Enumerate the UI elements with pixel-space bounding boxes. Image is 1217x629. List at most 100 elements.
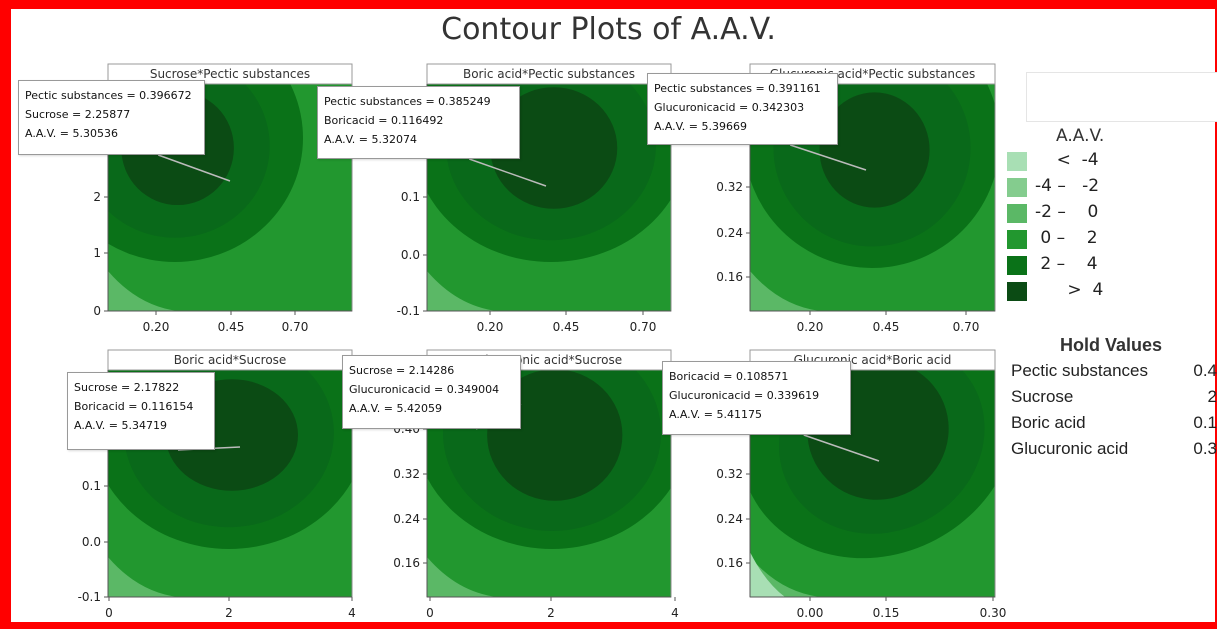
hold-value-name: Glucuronic acid [1011, 439, 1129, 458]
legend-swatch [1007, 178, 1027, 197]
tooltip-line: Glucuronicacid = 0.342303 [654, 101, 805, 114]
hold-value-number: 2 [1207, 387, 1217, 406]
tooltip-line: Glucuronicacid = 0.349004 [349, 383, 500, 396]
tooltip-line: A.A.V. = 5.34719 [74, 419, 167, 432]
x-tick-label: 0.45 [218, 320, 245, 334]
y-tick-label: 0.24 [716, 512, 743, 526]
x-tick-label: 0.00 [797, 606, 824, 620]
tooltip-line: Sucrose = 2.14286 [349, 364, 455, 377]
x-tick-label: 0.20 [143, 320, 170, 334]
y-tick-label: 0.16 [716, 270, 743, 284]
hover-tooltip: Sucrose = 2.14286 Glucuronicacid = 0.3490… [342, 355, 521, 429]
x-tick-label: 0.70 [282, 320, 309, 334]
panel-title: Boric acid*Pectic substances [463, 67, 635, 81]
y-tick-label: -0.1 [78, 590, 101, 604]
tooltip-leader-line [803, 434, 880, 462]
y-tick-label: 0 [93, 304, 101, 318]
hold-value-name: Sucrose [1011, 387, 1074, 406]
y-tick-label: 0.24 [716, 226, 743, 240]
hover-tooltip: Sucrose = 2.17822 Boricacid = 0.116154 A.A… [67, 372, 215, 450]
contour-band-low-corner [108, 271, 178, 311]
tooltip-line: Sucrose = 2.25877 [25, 108, 131, 121]
y-tick-label: 0.32 [716, 467, 743, 481]
tooltip-leader-line [790, 144, 867, 171]
tooltip-line: Pectic substances = 0.391161 [654, 82, 821, 95]
legend-title: A.A.V. [1056, 126, 1105, 146]
tooltip-line: Glucuronicacid = 0.339619 [669, 389, 820, 402]
x-tick-label: 0.70 [630, 320, 657, 334]
x-tick-label: 0.20 [797, 320, 824, 334]
x-tick-label: 2 [547, 606, 555, 620]
hold-value-number: 0.1 [1193, 413, 1217, 432]
hover-tooltip: Boricacid = 0.108571 Glucuronicacid = 0.3… [662, 361, 851, 435]
legend-label: > 4 [1035, 280, 1104, 300]
y-tick-label: 0.32 [393, 467, 420, 481]
hold-value-number: 0.3 [1193, 439, 1217, 458]
hold-value-row: Pectic substances 0.4 [1011, 361, 1217, 385]
legend-swatch [1007, 204, 1027, 223]
tooltip-line: A.A.V. = 5.30536 [25, 127, 118, 140]
y-tick-label: 0.24 [393, 512, 420, 526]
contour-band-above-4 [819, 92, 930, 208]
x-tick-label: 2 [225, 606, 233, 620]
legend-placeholder-box [1026, 72, 1217, 122]
x-tick-label: 0 [426, 606, 434, 620]
hover-tooltip: Pectic substances = 0.391161 Glucuronicac… [647, 73, 838, 145]
y-tick-label: 0.1 [401, 190, 420, 204]
contour-band-low-corner [750, 271, 820, 311]
tooltip-line: Boricacid = 0.116154 [74, 400, 194, 413]
contour-band-low-corner [427, 557, 497, 597]
contour-band-above-4 [490, 87, 618, 209]
y-tick-label: 0.0 [401, 248, 420, 262]
hold-value-number: 0.4 [1193, 361, 1217, 380]
legend-swatch [1007, 152, 1027, 171]
x-tick-label: 0.45 [873, 320, 900, 334]
y-tick-label: 0.16 [716, 556, 743, 570]
hold-value-name: Pectic substances [1011, 361, 1149, 380]
tooltip-leader-line [469, 158, 547, 187]
panel-title: Boric acid*Sucrose [174, 353, 287, 367]
chart-title: Contour Plots of A.A.V. [441, 12, 776, 47]
tooltip-line: A.A.V. = 5.42059 [349, 402, 442, 415]
x-tick-label: 0.20 [477, 320, 504, 334]
x-tick-label: 0.15 [873, 606, 900, 620]
hover-tooltip: Pectic substances = 0.396672 Sucrose = 2.… [18, 80, 205, 155]
y-tick-label: 0.32 [716, 180, 743, 194]
legend-label: -2 – 0 [1035, 202, 1099, 222]
y-tick-label: 2 [93, 190, 101, 204]
legend-swatch [1007, 282, 1027, 301]
legend-swatch [1007, 230, 1027, 249]
y-tick-label: 0.16 [393, 556, 420, 570]
x-tick-label: 0 [105, 606, 113, 620]
tooltip-line: Boricacid = 0.116492 [324, 114, 444, 127]
contour-band-lowest-corner [750, 552, 785, 597]
y-tick-label: -0.1 [397, 304, 420, 318]
panel-title: Sucrose*Pectic substances [150, 67, 310, 81]
y-tick-label: 0.0 [82, 535, 101, 549]
x-tick-label: 0.70 [953, 320, 980, 334]
hover-tooltip: Pectic substances = 0.385249 Boricacid = … [317, 86, 520, 159]
legend-swatch [1007, 256, 1027, 275]
x-tick-label: 0.30 [980, 606, 1007, 620]
contour-band-low-corner [427, 271, 497, 311]
contour-band-low-corner [108, 557, 178, 597]
y-tick-label: 1 [93, 246, 101, 260]
x-tick-label: 4 [348, 606, 356, 620]
x-tick-label: 4 [671, 606, 679, 620]
legend-label: 0 – 2 [1035, 228, 1098, 248]
hold-value-row: Boric acid 0.1 [1011, 413, 1217, 437]
panel-strip [107, 63, 353, 85]
x-tick-label: 0.45 [553, 320, 580, 334]
legend-label: -4 – -2 [1035, 176, 1100, 196]
tooltip-line: Pectic substances = 0.396672 [25, 89, 192, 102]
hold-value-row: Sucrose 2 [1011, 387, 1217, 411]
tooltip-leader-line [157, 154, 231, 182]
legend-label: 2 – 4 [1035, 254, 1098, 274]
hold-values-title: Hold Values [1060, 335, 1163, 355]
tooltip-line: A.A.V. = 5.32074 [324, 133, 417, 146]
tooltip-line: A.A.V. = 5.41175 [669, 408, 762, 421]
y-tick-label: 0.1 [82, 479, 101, 493]
hold-value-name: Boric acid [1011, 413, 1086, 432]
legend-label: < -4 [1035, 150, 1099, 170]
